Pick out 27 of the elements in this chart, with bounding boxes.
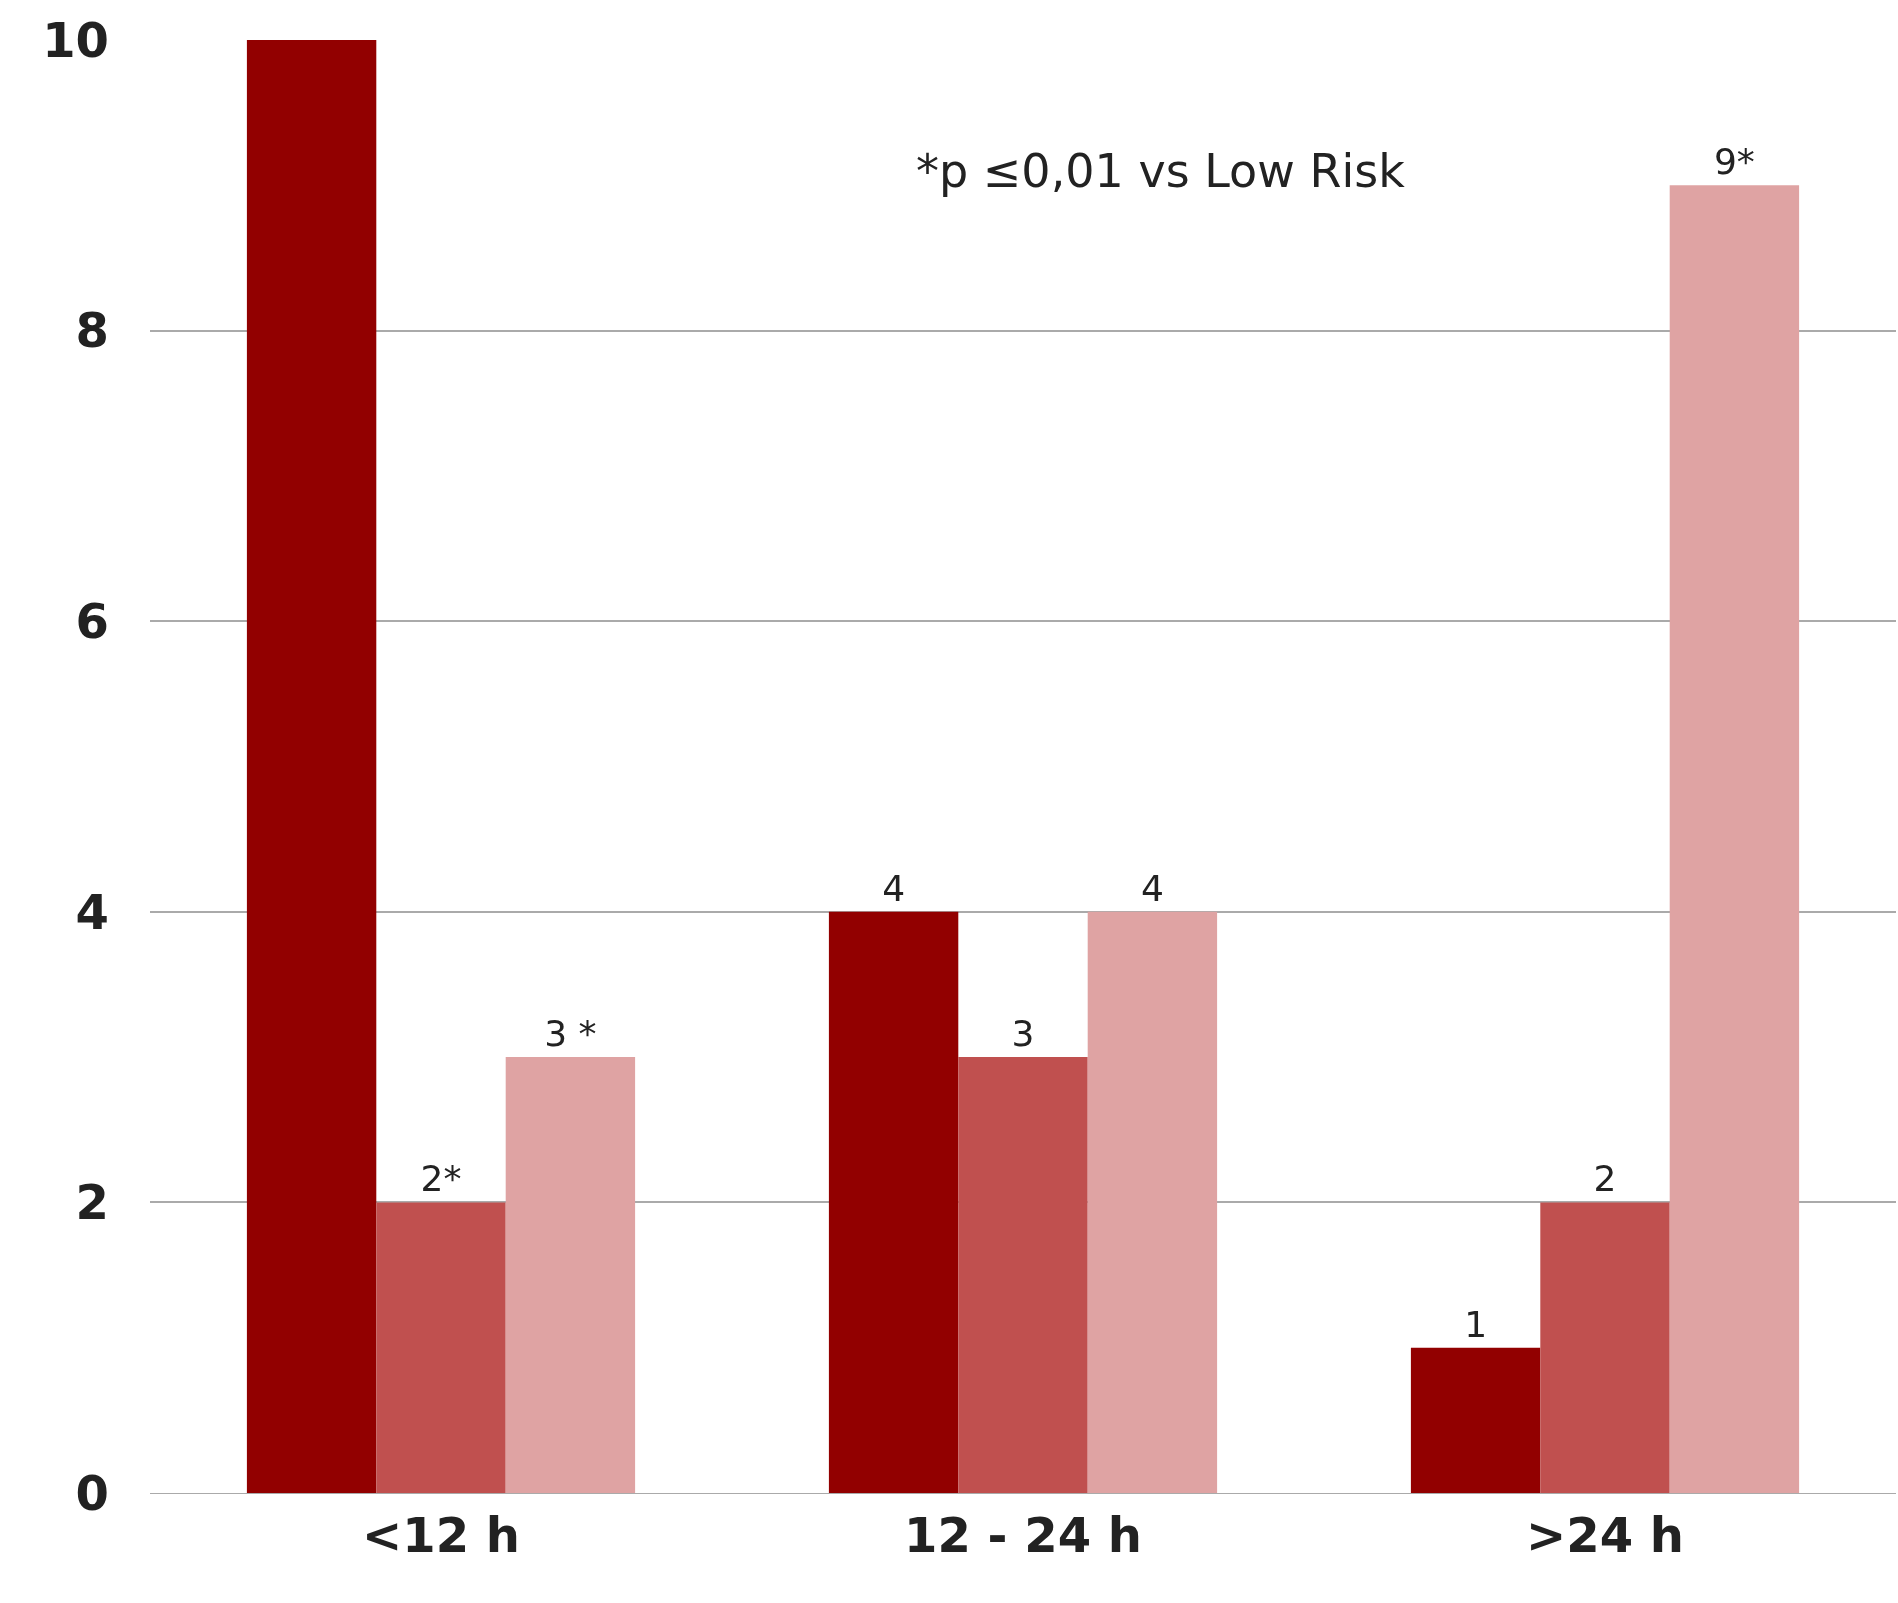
y-tick-label: 2 xyxy=(75,1174,109,1231)
x-tick-label: <12 h xyxy=(362,1506,520,1563)
bar xyxy=(1669,185,1800,1493)
data-label: 2* xyxy=(420,1158,462,1200)
data-label: 4 xyxy=(882,867,906,909)
bar xyxy=(828,911,959,1493)
data-label: 2 xyxy=(1593,1158,1617,1200)
data-label: 1 xyxy=(1464,1303,1488,1345)
bar xyxy=(505,1057,636,1493)
y-tick-label: 8 xyxy=(75,302,109,359)
data-label: 4 xyxy=(1140,867,1164,909)
bar xyxy=(246,40,377,1493)
data-label: 3 xyxy=(1011,1013,1035,1055)
bar xyxy=(376,1202,506,1493)
y-tick-label: 6 xyxy=(75,593,109,649)
data-label: 3 * xyxy=(544,1013,597,1055)
annotation: *p ≤0,01 vs Low Risk xyxy=(916,144,1406,198)
data-label: 9* xyxy=(1713,141,1755,183)
bar xyxy=(1410,1347,1541,1493)
y-tick-label: 0 xyxy=(75,1464,109,1521)
bar xyxy=(1087,911,1218,1493)
y-tick-label: 10 xyxy=(42,11,109,68)
bar xyxy=(1540,1202,1670,1493)
x-tick-label: >24 h xyxy=(1526,1506,1684,1563)
y-tick-label: 4 xyxy=(75,883,109,940)
bar xyxy=(958,1057,1088,1493)
x-tick-label: 12 - 24 h xyxy=(904,1506,1142,1563)
